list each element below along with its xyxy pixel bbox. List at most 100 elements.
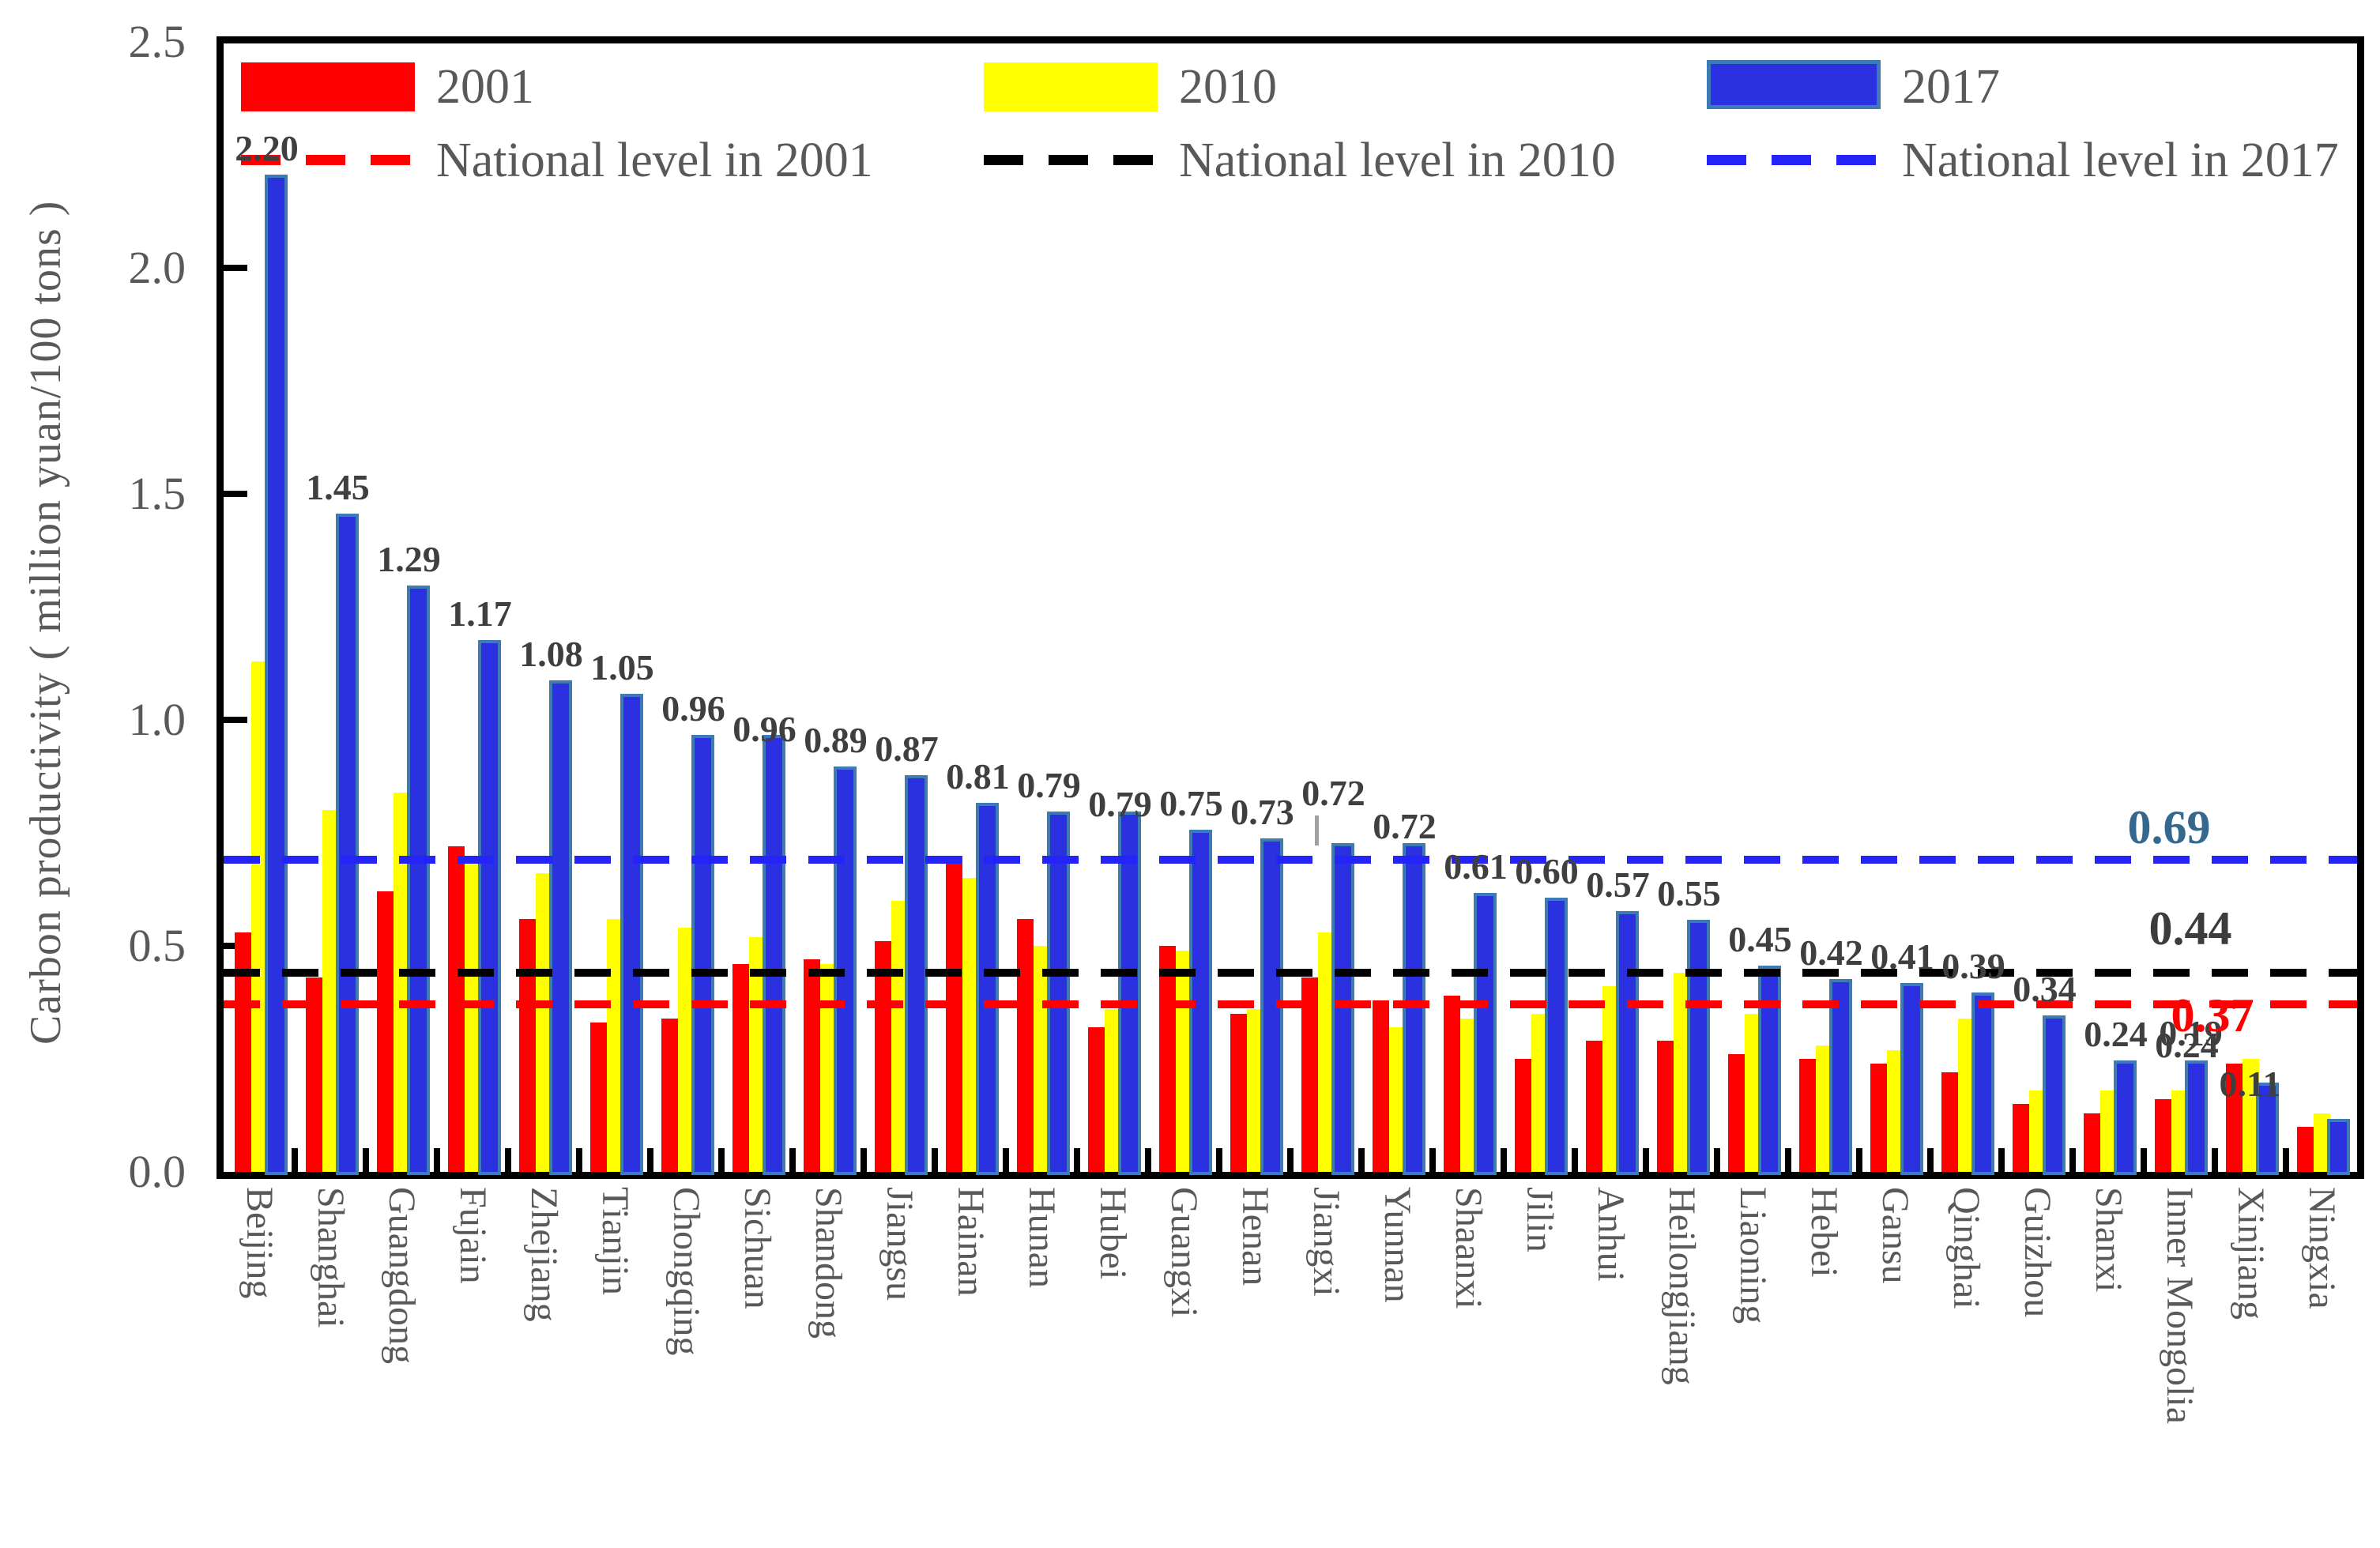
x-category-label-Guizhou: Guizhou <box>2017 1187 2058 1318</box>
x-tick-mark <box>434 1148 440 1172</box>
bar-2010-Jilin <box>1531 1014 1548 1172</box>
plot-area <box>217 36 2364 1179</box>
bar-2001-Beijing <box>235 932 251 1172</box>
bar-2001-Guangxi <box>1159 946 1176 1172</box>
y-tick-mark <box>224 265 247 271</box>
x-category-label-Hubei: Hubei <box>1092 1187 1134 1280</box>
bar-2001-Chongqing <box>661 1019 678 1172</box>
x-category-label-Beijing: Beijing <box>239 1187 281 1299</box>
x-tick-mark <box>860 1148 867 1172</box>
x-category-label-Qinghai: Qinghai <box>1945 1187 1987 1309</box>
value-label-Anhui: 0.57 <box>1586 864 1650 905</box>
bar-2017-Beijing <box>265 175 288 1175</box>
bar-2017-Sichuan <box>763 735 785 1175</box>
legend-swatch-2001 <box>241 62 415 111</box>
x-tick-mark <box>1074 1148 1080 1172</box>
bar-2001-Shandong <box>804 959 820 1172</box>
bar-2001-Jiangsu <box>875 941 891 1172</box>
bar-2010-Beijing <box>251 661 268 1172</box>
x-tick-mark <box>2212 1148 2218 1172</box>
bar-2017-Jiangxi <box>1331 843 1354 1175</box>
bar-2010-Hebei <box>1816 1045 1832 1172</box>
bar-2010-Hubei <box>1105 1009 1121 1172</box>
value-label-Yunnan: 0.72 <box>1373 806 1437 847</box>
bar-2017-Yunnan <box>1403 843 1425 1175</box>
bar-2001-Shanghai <box>306 977 322 1172</box>
bar-2010-Henan <box>1247 1009 1263 1172</box>
x-tick-mark <box>363 1148 369 1172</box>
bar-2010-Shanxi <box>2100 1090 2117 1172</box>
bar-2001-Henan <box>1230 1014 1247 1172</box>
y-tick-mark <box>224 491 247 497</box>
y-tick-label: 1.5 <box>128 468 186 519</box>
x-category-label-Anhui: Anhui <box>1590 1187 1632 1282</box>
x-tick-mark <box>1714 1148 1720 1172</box>
value-label-Inner Mongolia: 0.24 <box>2155 1024 2219 1065</box>
bar-2010-Zhejiang <box>536 873 552 1172</box>
reference-value-0.69: 0.69 <box>2127 801 2211 853</box>
legend-dash-2017 <box>1707 155 1881 165</box>
legend-swatch-2017 <box>1707 60 1881 109</box>
reference-line-National-level-in-2001 <box>224 1000 2357 1009</box>
x-tick-mark <box>647 1148 653 1172</box>
x-tick-mark <box>1358 1148 1365 1172</box>
bar-2001-Qinghai <box>1941 1072 1958 1172</box>
x-category-label-Jilin: Jilin <box>1519 1187 1561 1252</box>
y-tick-label: 0.0 <box>128 1146 186 1197</box>
x-tick-mark <box>1429 1148 1436 1172</box>
bar-2010-Shaanxi <box>1460 1019 1477 1172</box>
reference-line-National-level-in-2017 <box>224 856 2357 864</box>
x-category-label-Shanghai: Shanghai <box>310 1187 352 1328</box>
bar-2001-Hebei <box>1799 1059 1816 1172</box>
bar-2017-Chongqing <box>691 735 714 1175</box>
x-category-label-Hainan: Hainan <box>950 1187 992 1297</box>
value-label-Hainan: 0.81 <box>946 755 1010 797</box>
bar-2010-Sichuan <box>749 937 766 1172</box>
legend-label-natlevel-2017: National level in 2017 <box>1902 134 2339 187</box>
bar-2001-Hubei <box>1088 1027 1105 1172</box>
x-category-label-Liaoning: Liaoning <box>1732 1187 1774 1324</box>
bar-2001-Heilongjiang <box>1657 1041 1674 1172</box>
x-tick-mark <box>292 1148 298 1172</box>
bar-2017-Xinjiang <box>2256 1083 2279 1175</box>
x-category-label-Gansu: Gansu <box>1874 1187 1916 1284</box>
reference-value-0.44: 0.44 <box>2148 902 2232 955</box>
bar-2001-Shanxi <box>2084 1113 2100 1172</box>
bar-2001-Yunnan <box>1373 1000 1389 1172</box>
x-tick-mark <box>2141 1148 2147 1172</box>
bar-2017-Shanxi <box>2114 1060 2137 1175</box>
bar-2001-Inner Mongolia <box>2155 1099 2171 1172</box>
value-label-Sichuan: 0.96 <box>732 708 796 749</box>
value-label-Guangdong: 1.29 <box>377 539 441 580</box>
x-tick-mark <box>718 1148 725 1172</box>
bar-2010-Hainan <box>962 878 979 1172</box>
value-label-Tianjin: 1.05 <box>590 647 654 688</box>
value-label-Shanghai: 1.45 <box>306 466 370 507</box>
value-label-Guizhou: 0.34 <box>2013 968 2077 1009</box>
bar-2010-Xinjiang <box>2243 1059 2259 1172</box>
bar-2001-Guangdong <box>377 891 394 1172</box>
bar-2017-Hubei <box>1118 812 1141 1175</box>
legend-label-2010: 2010 <box>1179 60 1277 114</box>
bar-2001-Sichuan <box>732 964 749 1172</box>
legend-dash-2010 <box>984 155 1158 165</box>
bar-2017-Hainan <box>976 803 999 1175</box>
value-label-Beijing: 2.20 <box>235 127 299 168</box>
bar-2017-Gansu <box>1900 983 1923 1175</box>
value-label-Jiangxi: 0.72 <box>1301 773 1365 814</box>
value-label-Heilongjiang: 0.55 <box>1657 873 1721 914</box>
value-label-Fujain: 1.17 <box>448 593 512 634</box>
bar-2010-Chongqing <box>678 928 695 1172</box>
reference-value-0.37: 0.37 <box>2171 989 2254 1041</box>
x-tick-mark <box>505 1148 511 1172</box>
bar-2001-Fujain <box>448 846 465 1172</box>
bar-2017-Shanghai <box>336 514 359 1175</box>
x-tick-mark <box>2283 1148 2289 1172</box>
x-category-label-Guangdong: Guangdong <box>381 1187 423 1364</box>
value-label-Jilin: 0.60 <box>1515 850 1579 891</box>
x-category-label-Tianjin: Tianjin <box>594 1187 636 1295</box>
x-tick-mark <box>1501 1148 1507 1172</box>
bar-2001-Xinjiang <box>2226 1064 2243 1172</box>
value-label-Qinghai: 0.39 <box>1941 945 2005 986</box>
